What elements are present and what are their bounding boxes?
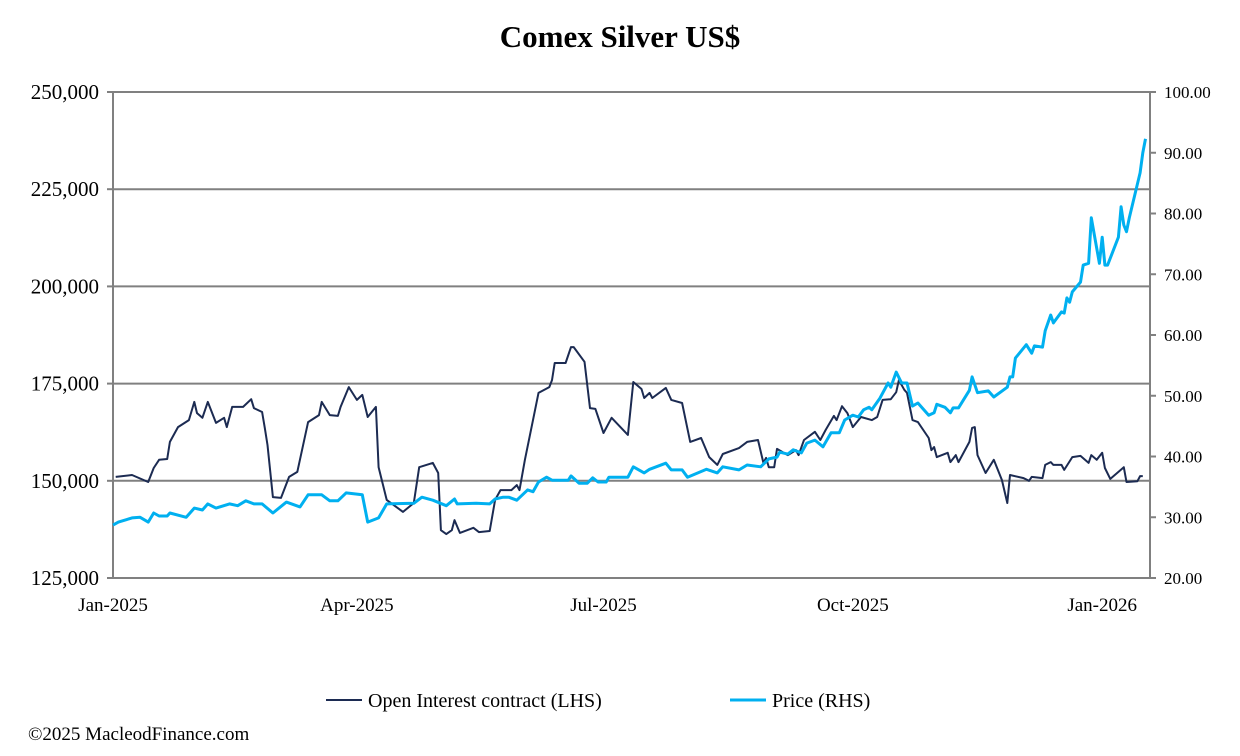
right-tick-label: 60.00: [1164, 326, 1202, 345]
right-tick-label: 50.00: [1164, 387, 1202, 406]
left-tick-label: 200,000: [31, 274, 99, 298]
legend: Open Interest contract (LHS) Price (RHS): [326, 690, 870, 712]
right-tick-label: 80.00: [1164, 205, 1202, 224]
x-tick-label: Jul-2025: [570, 595, 637, 616]
right-tick-label: 90.00: [1164, 144, 1202, 163]
series-lines: [112, 138, 1147, 536]
left-axis-ticks: 125,000 150,000 175,000 200,000 225,000 250,0…: [31, 80, 113, 590]
axes: [112, 92, 1151, 579]
open-interest-line: [115, 346, 1143, 536]
x-tick-label: Jan-2026: [1067, 595, 1137, 616]
price-line: [112, 138, 1147, 527]
legend-label-price: Price (RHS): [772, 690, 870, 712]
x-tick-label: Jan-2025: [78, 595, 148, 616]
right-tick-label: 40.00: [1164, 448, 1202, 467]
right-tick-label: 70.00: [1164, 265, 1202, 284]
copyright-footer: ©2025 MacleodFinance.com: [28, 724, 249, 745]
right-tick-label: 30.00: [1164, 508, 1202, 527]
gridlines: [113, 91, 1150, 482]
left-tick-label: 175,000: [31, 372, 99, 396]
left-tick-label: 125,000: [31, 566, 99, 590]
right-tick-label: 100.00: [1164, 83, 1211, 102]
x-axis-ticks: Jan-2025 Apr-2025 Jul-2025 Oct-2025 Jan-2026: [78, 595, 1137, 616]
left-tick-label: 250,000: [31, 80, 99, 104]
x-tick-label: Oct-2025: [817, 595, 889, 616]
x-tick-label: Apr-2025: [320, 595, 394, 616]
left-tick-label: 225,000: [31, 177, 99, 201]
chart-title: Comex Silver US$: [500, 19, 741, 54]
right-axis-ticks: 20.00 30.00 40.00 50.00 60.00 70.00 80.00 90.00…: [1150, 83, 1211, 588]
legend-label-open-interest: Open Interest contract (LHS): [368, 690, 602, 712]
right-tick-label: 20.00: [1164, 569, 1202, 588]
left-tick-label: 150,000: [31, 469, 99, 493]
